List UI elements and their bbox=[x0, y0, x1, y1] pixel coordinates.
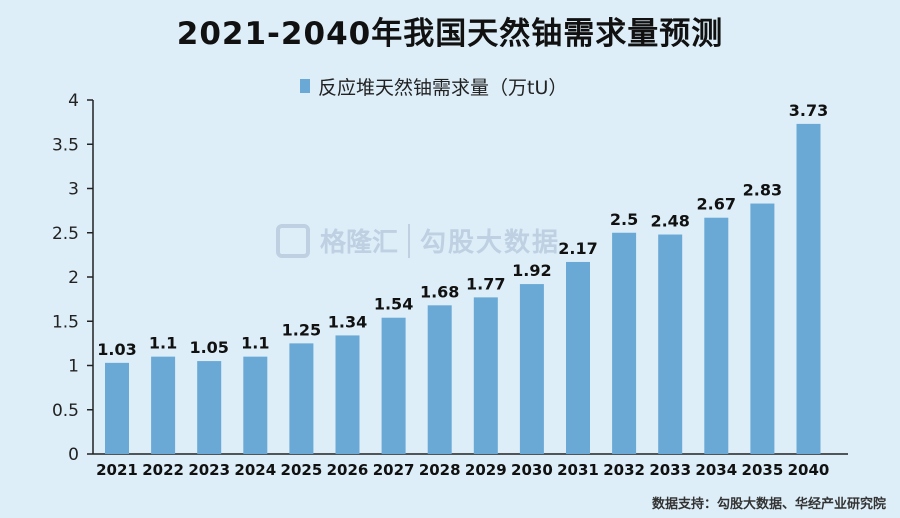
bar bbox=[704, 217, 729, 454]
y-tick-label: 1.5 bbox=[52, 312, 79, 332]
data-label: 1.05 bbox=[189, 338, 228, 357]
data-label: 2.5 bbox=[610, 210, 638, 229]
legend-swatch bbox=[300, 79, 310, 93]
y-tick-label: 0 bbox=[68, 445, 79, 465]
x-tick-label: 2040 bbox=[788, 461, 830, 479]
x-tick-label: 2023 bbox=[188, 461, 230, 479]
x-tick-label: 2032 bbox=[603, 461, 645, 479]
data-label: 1.34 bbox=[328, 312, 367, 331]
y-tick-label: 0.5 bbox=[52, 401, 79, 421]
x-tick-label: 2025 bbox=[281, 461, 323, 479]
x-tick-label: 2022 bbox=[142, 461, 184, 479]
x-tick-label: 2021 bbox=[96, 461, 138, 479]
bar bbox=[335, 335, 360, 454]
data-label: 1.54 bbox=[374, 295, 413, 314]
x-tick-label: 2034 bbox=[695, 461, 737, 479]
data-label: 2.17 bbox=[558, 239, 597, 258]
data-label: 3.73 bbox=[789, 101, 828, 120]
data-label: 1.03 bbox=[97, 340, 136, 359]
legend: 反应堆天然铀需求量（万tU） bbox=[300, 74, 568, 99]
data-label: 1.1 bbox=[149, 334, 177, 353]
watermark: 格隆汇 勾股大数据 bbox=[276, 222, 560, 259]
data-label: 1.77 bbox=[466, 274, 505, 293]
bar bbox=[427, 305, 452, 454]
data-label: 1.68 bbox=[420, 282, 459, 301]
bar bbox=[105, 362, 129, 454]
bar bbox=[796, 123, 821, 455]
watermark-brand-secondary: 勾股大数据 bbox=[420, 228, 561, 258]
watermark-logo-icon bbox=[276, 223, 310, 258]
x-tick-label: 2033 bbox=[649, 461, 691, 479]
data-label: 1.25 bbox=[282, 320, 321, 339]
x-tick-label: 2029 bbox=[465, 461, 507, 479]
y-tick-label: 3.5 bbox=[52, 135, 79, 155]
watermark-brand: 格隆汇 bbox=[320, 228, 399, 258]
x-tick-label: 2028 bbox=[419, 461, 461, 479]
bar bbox=[197, 361, 222, 454]
bar bbox=[381, 317, 406, 454]
x-tick-label: 2031 bbox=[557, 461, 599, 479]
source-note: 数据支持：勾股大数据、华经产业研究院 bbox=[651, 497, 886, 512]
bar bbox=[658, 234, 683, 454]
data-label: 2.67 bbox=[697, 195, 736, 214]
bar bbox=[750, 203, 775, 454]
bar bbox=[519, 284, 544, 454]
y-tick-label: 2.5 bbox=[52, 224, 79, 244]
bar bbox=[473, 297, 498, 454]
bar bbox=[289, 343, 314, 454]
chart-title: 2021-2040年我国天然铀需求量预测 bbox=[176, 16, 724, 52]
data-label: 1.92 bbox=[512, 261, 551, 280]
data-label: 2.83 bbox=[743, 181, 782, 200]
bar bbox=[612, 232, 637, 454]
data-label: 1.1 bbox=[241, 334, 269, 353]
bar bbox=[243, 356, 268, 454]
x-tick-label: 2024 bbox=[234, 461, 276, 479]
x-tick-label: 2035 bbox=[742, 461, 784, 479]
bar bbox=[566, 261, 590, 454]
y-tick-label: 1 bbox=[68, 357, 79, 377]
watermark-separator bbox=[408, 223, 411, 258]
data-label: 2.48 bbox=[650, 212, 689, 231]
bar bbox=[151, 356, 176, 454]
y-tick-label: 4 bbox=[68, 91, 79, 111]
y-tick-label: 2 bbox=[68, 268, 79, 288]
x-tick-label: 2026 bbox=[327, 461, 369, 479]
y-tick-label: 3 bbox=[68, 180, 79, 200]
x-tick-label: 2027 bbox=[373, 461, 415, 479]
legend-label: 反应堆天然铀需求量（万tU） bbox=[318, 76, 568, 99]
x-tick-label: 2030 bbox=[511, 461, 553, 479]
